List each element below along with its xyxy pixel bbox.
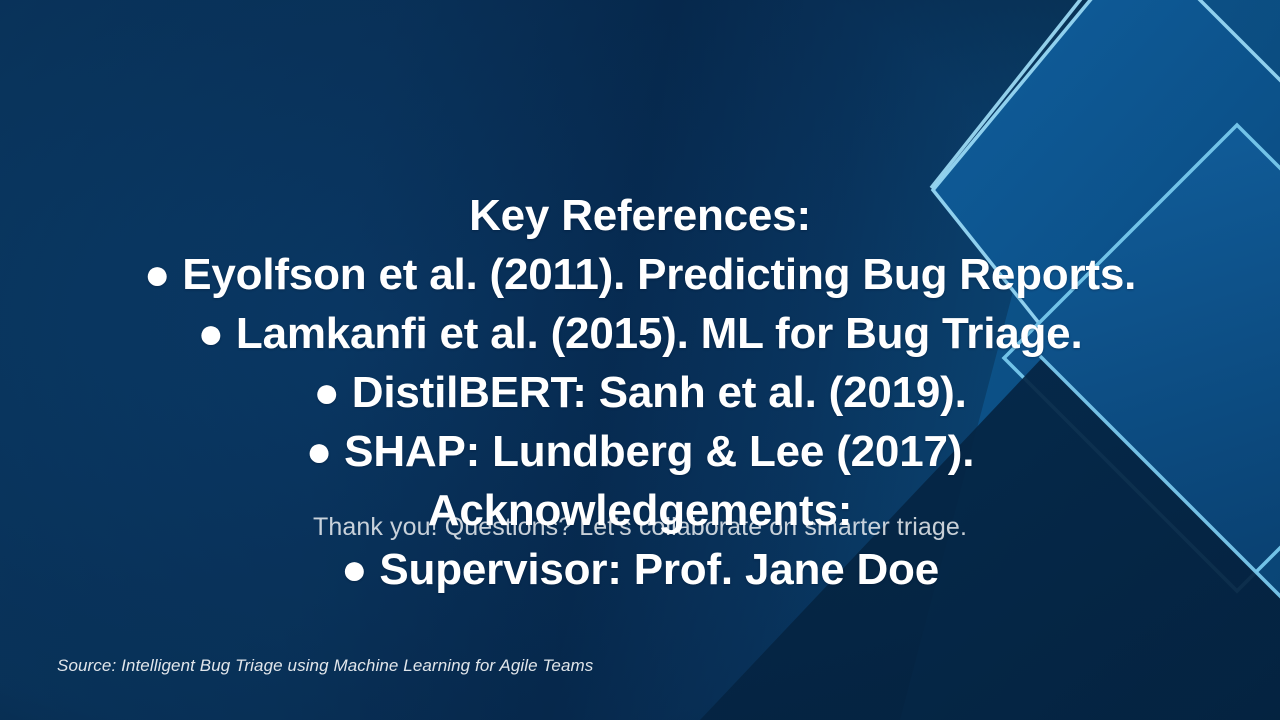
reference-item-eyolfson: ● Eyolfson et al. (2011). Predicting Bug…: [143, 250, 1137, 299]
reference-item-shap: ● SHAP: Lundberg & Lee (2017).: [305, 427, 975, 476]
heading-acknowledgements: Acknowledgements:: [427, 486, 853, 535]
heading-key-references: Key References:: [469, 191, 811, 240]
reference-item-lamkanfi: ● Lamkanfi et al. (2015). ML for Bug Tri…: [197, 309, 1083, 358]
acknowledgement-item-supervisor: ● Supervisor: Prof. Jane Doe: [340, 545, 940, 594]
source-caption: Source: Intelligent Bug Triage using Mac…: [57, 656, 594, 675]
reference-text-block: Key References: ● Eyolfson et al. (2011)…: [140, 186, 1140, 599]
closing-note: Thank you! Questions? Let's collaborate …: [313, 513, 967, 541]
reference-item-distilbert: ● DistilBERT: Sanh et al. (2019).: [313, 368, 967, 417]
